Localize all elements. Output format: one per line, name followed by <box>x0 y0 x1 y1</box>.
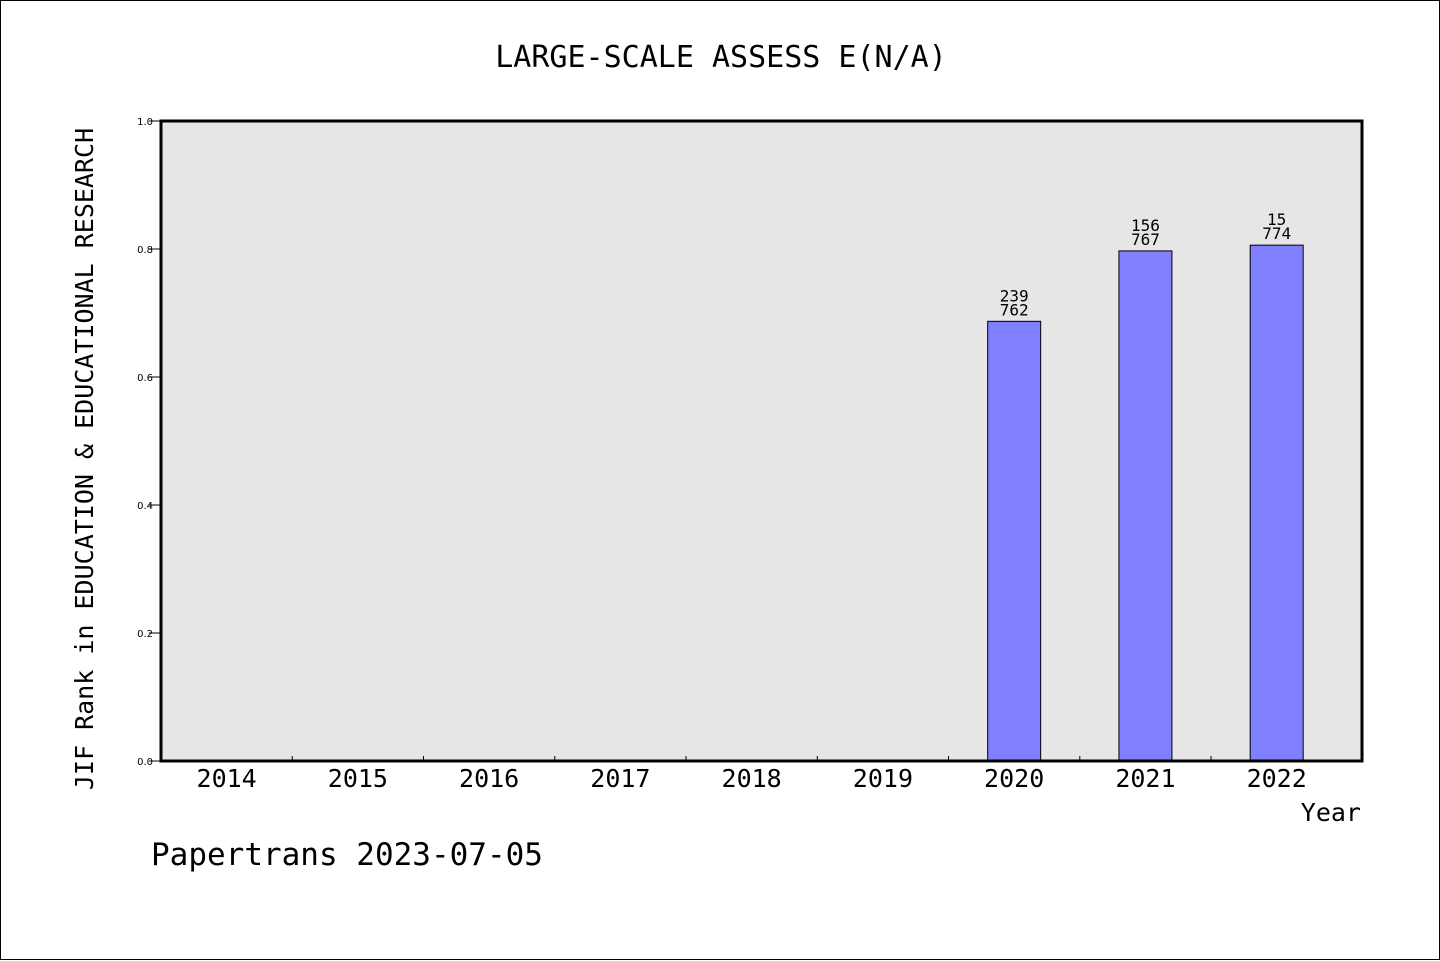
y-tick-label: 0.8 <box>137 245 153 256</box>
x-tick-label: 2016 <box>459 764 519 793</box>
bar-2022 <box>1249 244 1304 762</box>
x-tick-label: 2018 <box>722 764 782 793</box>
bar-label-rank: 239 <box>1000 286 1029 305</box>
y-tick-label: 0.4 <box>137 501 153 512</box>
bar-label-rank: 156 <box>1131 216 1160 235</box>
x-tick-label: 2021 <box>1115 764 1175 793</box>
x-axis-label: Year <box>1301 798 1361 827</box>
footer-credit: Papertrans 2023-07-05 <box>151 837 543 873</box>
bar-label-total: 774 <box>1262 224 1291 243</box>
y-tick-label: 1.0 <box>137 117 153 128</box>
bars-group <box>987 244 1304 762</box>
x-axis: 2014 2015 2016 2017 2018 2019 2020 2021 2022 <box>197 756 1307 793</box>
bar-2021 <box>1118 250 1173 762</box>
y-tick-label: 0.0 <box>137 757 153 768</box>
y-axis: 0.0 0.2 0.4 0.6 0.8 1.0 <box>137 117 161 768</box>
x-tick-label: 2014 <box>197 764 257 793</box>
bar-label-total: 762 <box>1000 300 1029 319</box>
y-tick-label: 0.6 <box>137 373 153 384</box>
plot-border <box>159 119 1364 763</box>
chart-title: LARGE-SCALE ASSESS E(N/A) <box>495 40 947 75</box>
bar-label-total: 767 <box>1131 230 1160 249</box>
x-tick-label: 2020 <box>984 764 1044 793</box>
y-axis-label: JIF Rank in EDUCATION & EDUCATIONAL RESE… <box>70 128 99 790</box>
x-tick-label: 2015 <box>328 764 388 793</box>
bar-label-rank: 15 <box>1267 210 1286 229</box>
y-tick-label: 0.2 <box>137 629 153 640</box>
bar-2020 <box>987 320 1042 762</box>
x-tick-label: 2019 <box>853 764 913 793</box>
x-tick-label: 2022 <box>1247 764 1307 793</box>
plot-area <box>161 121 1362 761</box>
x-tick-label: 2017 <box>590 764 650 793</box>
